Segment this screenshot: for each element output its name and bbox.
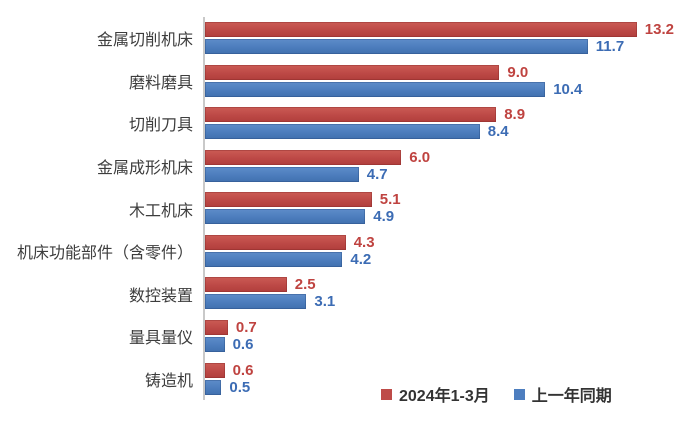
legend-swatch-prior-period: [513, 388, 525, 400]
value-label-current-period: 13.2: [644, 21, 674, 38]
value-label-prior-period: 4.9: [373, 208, 395, 226]
chart-row: 金属成形机床 6.0 4.7: [0, 145, 700, 188]
value-label-prior-period: 4.2: [350, 250, 372, 268]
legend-swatch-current-period: [381, 388, 392, 400]
legend-label-current-period: 2024年1-3月: [399, 388, 490, 405]
bar-current-period: [205, 319, 228, 335]
value-label-current-period: 2.5: [294, 276, 316, 294]
chart-row: 磨料磨具 9.0 10.4: [0, 60, 700, 103]
chart-row: 切削刀具 8.9 8.4: [0, 102, 700, 145]
bar-prior-period: [205, 209, 366, 225]
bar-current-period: [205, 64, 500, 80]
value-label-prior-period: 11.7: [595, 38, 625, 55]
bar-current-period: [205, 149, 402, 165]
bar-prior-period: [205, 81, 546, 97]
category-label: 铸造机: [144, 372, 193, 390]
y-axis-line: [203, 17, 205, 400]
bar-prior-period: [205, 379, 222, 395]
category-label: 磨料磨具: [128, 74, 193, 92]
value-label-prior-period: 8.4: [487, 123, 509, 141]
chart-row: 数控装置 2.5 3.1: [0, 272, 700, 315]
category-label: 数控装置: [128, 287, 193, 305]
bar-prior-period: [205, 166, 359, 182]
category-label: 机床功能部件（含零件）: [16, 245, 193, 263]
bar-current-period: [205, 234, 346, 250]
category-label: 金属成形机床: [96, 159, 193, 177]
value-label-prior-period: 10.4: [553, 80, 583, 98]
bar-prior-period: [205, 124, 480, 140]
bar-prior-period: [205, 294, 307, 310]
bar-current-period: [205, 22, 637, 37]
value-label-current-period: 9.0: [507, 63, 529, 81]
chart-row: 机床功能部件（含零件） 4.3 4.2: [0, 230, 700, 273]
value-label-current-period: 5.1: [379, 191, 401, 209]
category-label: 金属切削机床: [96, 32, 193, 50]
category-label: 切削刀具: [128, 117, 193, 135]
category-label: 量具量仪: [128, 330, 193, 348]
legend-label-prior-period: 上一年同期: [531, 388, 612, 405]
value-label-prior-period: 0.5: [229, 378, 251, 396]
bar-current-period: [205, 277, 287, 293]
value-label-current-period: 4.3: [353, 233, 375, 251]
value-label-current-period: 6.0: [409, 148, 431, 166]
chart-row: 木工机床 5.1 4.9: [0, 187, 700, 230]
value-label-current-period: 0.7: [235, 318, 257, 336]
chart-row: 金属切削机床 13.2 11.7: [0, 17, 700, 60]
chart-row: 量具量仪 0.7 0.6: [0, 315, 700, 358]
bar-current-period: [205, 362, 225, 378]
bar-prior-period: [205, 251, 343, 267]
chart-row: 铸造机 0.6 0.5: [0, 358, 700, 401]
bar-prior-period: [205, 336, 225, 352]
bar-current-period: [205, 107, 497, 123]
value-label-prior-period: 0.6: [232, 335, 254, 353]
category-label: 木工机床: [128, 202, 193, 220]
chart-plot-area: 金属切削机床 13.2 11.7 磨料磨具 9.0 10.4 切削刀具 8.9 8.4 金属成形机…: [0, 17, 700, 400]
value-label-prior-period: 3.1: [314, 293, 336, 311]
value-label-prior-period: 4.7: [366, 165, 388, 183]
bar-current-period: [205, 192, 372, 208]
value-label-current-period: 8.9: [504, 106, 526, 124]
bar-prior-period: [205, 39, 588, 54]
value-label-current-period: 0.6: [232, 361, 254, 379]
legend: 2024年1-3月 上一年同期: [381, 384, 612, 405]
